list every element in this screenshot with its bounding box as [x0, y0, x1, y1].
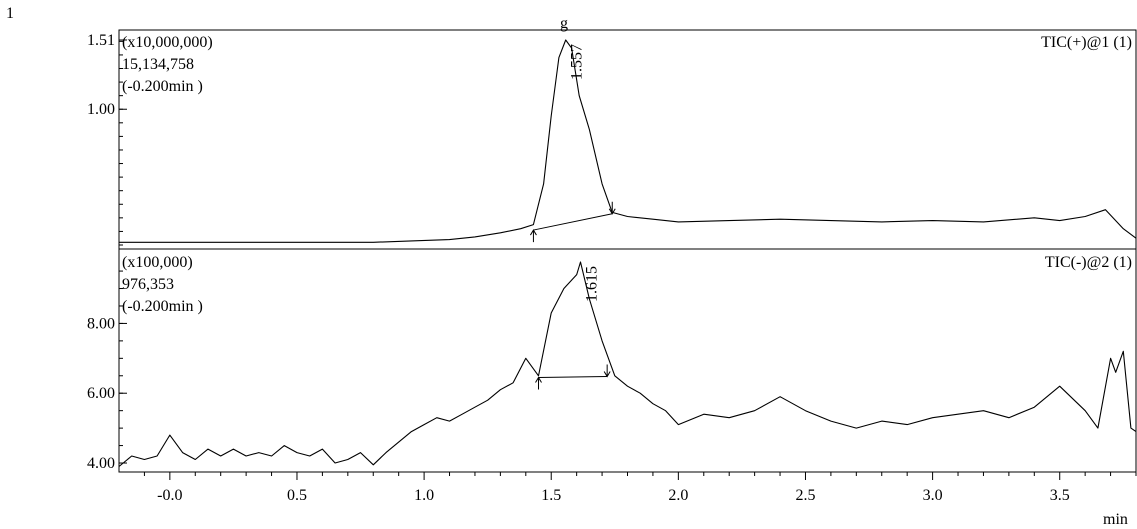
- y-tick-label: 6.00: [87, 385, 115, 402]
- panel-negative-frame: [118, 248, 1137, 473]
- x-tick-label: 1.0: [414, 487, 434, 504]
- panel-negative-time-offset: (-0.200min ): [122, 298, 203, 315]
- trace-negative: [118, 261, 1137, 467]
- peak-start-marker: [535, 376, 542, 390]
- panel-positive-time-offset: (-0.200min ): [122, 78, 203, 95]
- panel-positive-max-intensity: 15,134,758: [122, 56, 194, 73]
- corner-number: 1: [6, 5, 14, 22]
- x-axis: -0.0 0.5 1.0 1.5 2.0 2.5 3.0 3.5: [143, 472, 1137, 504]
- peak-end-marker: [608, 201, 616, 215]
- peak-baseline-positive: [533, 213, 613, 231]
- y-tick-label: 4.00: [87, 455, 115, 472]
- x-tick-label: 3.5: [1050, 487, 1070, 504]
- panel-negative-scale-label: (x100,000): [122, 254, 193, 271]
- y-tick-label: 8.00: [87, 315, 115, 332]
- panel-negative-max-intensity: 976,353: [122, 276, 174, 293]
- trace-positive: [119, 39, 1137, 243]
- y-tick-label: 1.51: [87, 32, 115, 49]
- x-tick-label: 2.5: [795, 487, 815, 504]
- panel-negative-title: TIC(-)@2 (1): [1045, 254, 1132, 271]
- x-axis-unit: min: [1103, 511, 1128, 528]
- panel-positive-scale-label: (x10,000,000): [122, 34, 213, 51]
- x-tick-label: 0.5: [287, 487, 307, 504]
- peak-baseline-negative: [538, 375, 608, 379]
- top-caption: g: [560, 15, 568, 32]
- x-tick-label: 1.5: [541, 487, 561, 504]
- peak-start-marker: [529, 229, 537, 243]
- peak-label-positive: 1.557: [569, 44, 586, 80]
- x-tick-label: -0.0: [157, 487, 182, 504]
- y-tick-label: 1.00: [87, 101, 115, 118]
- panel-negative: (x100,000) 976,353 (-0.200min ) TIC(-)@2…: [87, 248, 1137, 473]
- x-tick-label: 2.0: [668, 487, 688, 504]
- panel-positive-title: TIC(+)@1 (1): [1041, 34, 1132, 51]
- peak-label-negative: 1.615: [583, 266, 600, 302]
- peak-end-marker: [603, 364, 611, 378]
- x-tick-label: 3.0: [923, 487, 943, 504]
- panel-positive: (x10,000,000) 15,134,758 (-0.200min ) TI…: [87, 29, 1137, 250]
